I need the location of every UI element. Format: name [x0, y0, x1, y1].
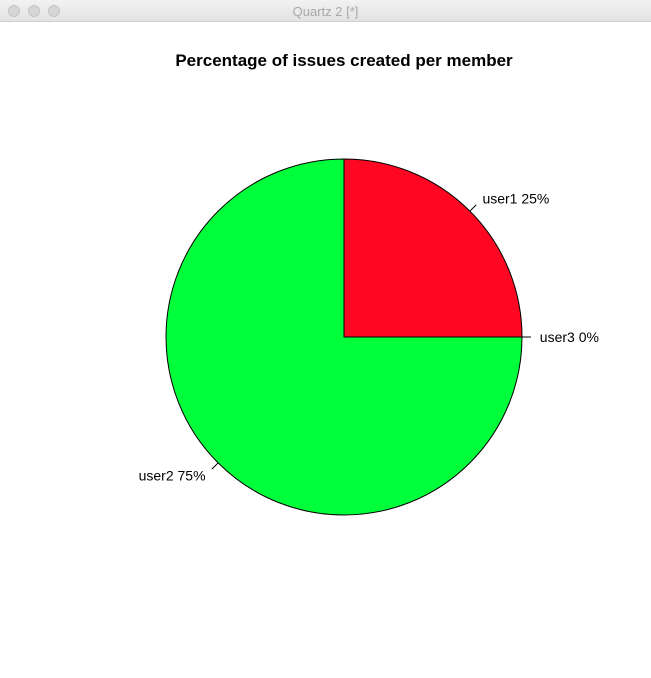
- zoom-window-button[interactable]: [48, 5, 60, 17]
- slice-label-user1: user1 25%: [482, 191, 549, 207]
- slice-label-user2: user2 75%: [139, 467, 206, 483]
- window-titlebar: Quartz 2 [*]: [0, 0, 651, 22]
- plot-area: Percentage of issues created per member …: [0, 22, 651, 673]
- close-window-button[interactable]: [8, 5, 20, 17]
- pie-labels: user1 25% user2 75% user3 0%: [139, 191, 599, 484]
- label-tick-user2: [211, 462, 219, 470]
- minimize-window-button[interactable]: [28, 5, 40, 17]
- slice-label-user3: user3 0%: [540, 329, 599, 345]
- chart-title: Percentage of issues created per member: [175, 51, 513, 70]
- window-title: Quartz 2 [*]: [292, 4, 359, 19]
- pie-chart: Percentage of issues created per member …: [139, 51, 599, 516]
- pie-slice-user1: [343, 158, 523, 338]
- label-tick-user1: [469, 204, 477, 212]
- pie-slices: [165, 158, 523, 516]
